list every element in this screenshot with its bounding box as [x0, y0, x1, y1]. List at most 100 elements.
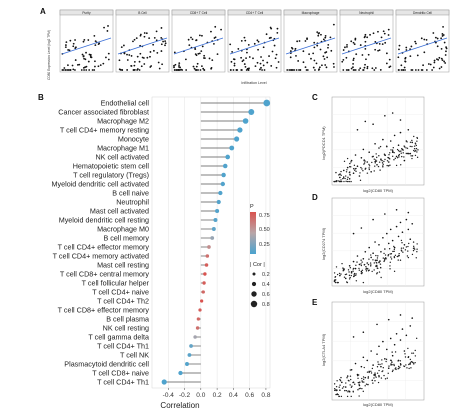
lollipop-xtick-label: 0.0: [196, 392, 205, 399]
panel-a-point: [67, 64, 69, 67]
panel-a-subplot-title: B Cell: [138, 11, 147, 15]
panel-a-point: [84, 58, 87, 61]
scatter-point: [376, 164, 378, 166]
panel-a-point: [203, 57, 206, 60]
scatter-point: [406, 255, 409, 257]
scatter-point: [340, 170, 342, 173]
lollipop-category-label: Neutrophil: [116, 198, 149, 207]
scatter-point: [395, 367, 397, 369]
panel-a-point: [229, 69, 232, 71]
scatter-point: [344, 389, 346, 392]
panel-a-point: [324, 34, 327, 37]
scatter-point: [368, 168, 371, 171]
panel-a-point: [384, 41, 387, 44]
panel-a-subplot-header: [227, 9, 282, 16]
panel-a-point: [246, 67, 249, 70]
scatter-point: [352, 232, 355, 235]
panel-a-point: [318, 66, 321, 69]
scatter-point: [380, 159, 382, 161]
panel-a-point: [324, 36, 327, 39]
scatter-point: [340, 174, 342, 176]
scatter-point: [402, 247, 405, 249]
panel-a-point: [190, 36, 192, 39]
scatter-point: [378, 161, 381, 163]
lollipop-dot: [196, 317, 201, 321]
scatter-point: [400, 150, 402, 152]
panel-a-point: [295, 54, 297, 57]
panel-a-point: [262, 46, 265, 49]
scatter-point: [350, 272, 353, 274]
lollipop-category-label: NK cell resting: [103, 324, 149, 333]
scatter-point: [388, 154, 390, 156]
panel-a-point: [365, 58, 367, 61]
panel-a-point: [410, 45, 413, 48]
panel-a-point: [81, 53, 84, 56]
panel-a-point: [257, 40, 260, 43]
panel-a-point: [173, 66, 175, 69]
scatter-point: [399, 150, 401, 153]
lollipop-dot: [220, 181, 225, 187]
panel-a-point: [432, 66, 435, 69]
scatter-point: [393, 159, 395, 161]
scatter-point: [366, 267, 368, 269]
scatter-point: [372, 364, 374, 366]
panel-a-point: [434, 36, 437, 39]
scatter-point: [356, 373, 359, 376]
scatter-point: [378, 147, 380, 149]
scatter-point: [333, 388, 336, 390]
panel-a-point: [445, 46, 447, 49]
panel-a-point: [266, 61, 269, 64]
panel-a-point: [306, 69, 309, 71]
panel-a-point: [87, 60, 90, 63]
scatter-point: [366, 161, 369, 163]
lollipop-xtick-label: 0.8: [261, 392, 270, 399]
scatter-point: [411, 317, 414, 319]
scatter-point: [365, 270, 368, 272]
scatter-point: [348, 265, 351, 267]
scatter-point: [417, 149, 419, 151]
scatter-point: [388, 365, 390, 367]
scatter-point: [379, 363, 381, 366]
panel-a-point: [316, 44, 319, 47]
scatter-point: [361, 387, 363, 390]
panel-a-subplot-frame: [339, 9, 394, 73]
scatter-point: [404, 353, 406, 355]
panel-a-point: [97, 65, 100, 68]
scatter-point: [368, 163, 370, 166]
legend-cor-label-2: 0.4: [262, 282, 270, 288]
panel-a-point: [157, 61, 160, 64]
scatter-point: [352, 391, 354, 393]
panel-a-point: [139, 52, 142, 55]
panel-a-point: [414, 40, 417, 43]
scatter-point: [345, 273, 348, 275]
panel-a-point: [130, 65, 133, 67]
panel-a-point: [84, 66, 86, 69]
scatter-point: [376, 272, 378, 274]
panel-a-point: [345, 56, 348, 59]
scatter-point: [413, 135, 415, 138]
panel-a-point: [363, 66, 366, 69]
scatter-point: [367, 376, 370, 378]
panel-a-point: [74, 59, 77, 61]
scatter-point: [397, 259, 399, 261]
panel-a-point: [93, 69, 96, 71]
lollipop-dot: [225, 154, 231, 160]
lollipop-dot: [204, 263, 209, 267]
scatter-point: [394, 351, 397, 353]
scatter-point: [393, 270, 396, 273]
scatter-point: [354, 267, 357, 270]
panel-a-point: [246, 51, 248, 54]
scatter-point: [344, 277, 347, 280]
panel-a-point: [318, 32, 321, 34]
panel-a-point: [352, 66, 354, 69]
scatter-point: [339, 380, 342, 382]
scatter-point: [384, 259, 386, 261]
legend-cor-dot-3: [251, 291, 257, 297]
legend-p-tick-2: 0.50: [259, 227, 270, 233]
panel-a-point: [352, 59, 355, 62]
scatter-point: [359, 387, 361, 390]
scatter-point: [356, 261, 358, 263]
panel-a-point: [185, 69, 188, 71]
scatter-point: [393, 256, 396, 259]
panel-a-point: [83, 38, 86, 41]
